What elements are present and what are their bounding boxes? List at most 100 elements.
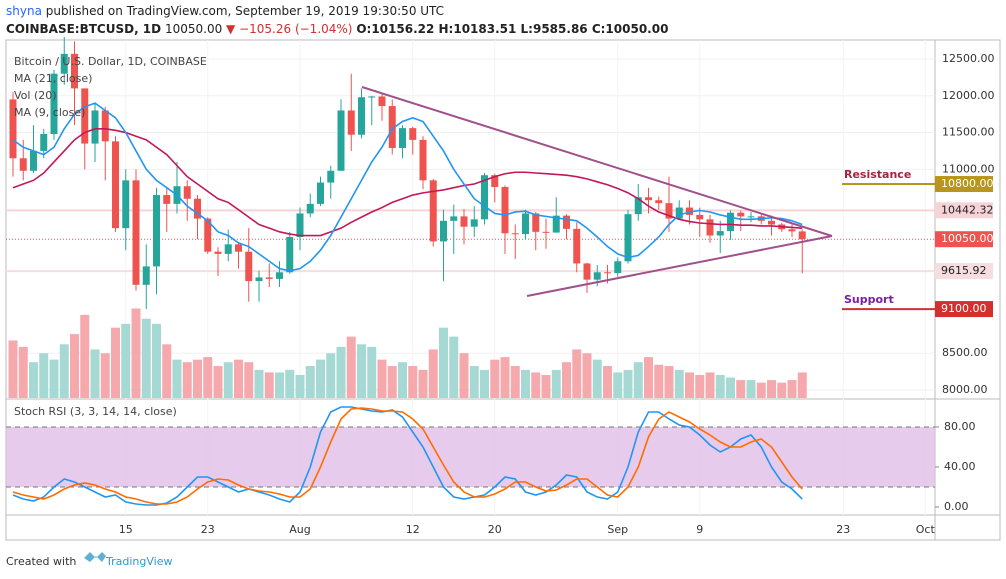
level-annotation: Support xyxy=(844,293,894,306)
candle-body xyxy=(798,231,806,240)
x-tick-label: 23 xyxy=(201,523,215,536)
candle-body xyxy=(317,182,324,204)
legend-entry: MA (9, close) xyxy=(14,106,85,119)
volume-bar xyxy=(521,369,530,398)
volume-bar xyxy=(152,323,161,398)
volume-bar xyxy=(726,377,735,398)
symbol-line: COINBASE:BTCUSD, 1D 10050.00 ▼ −105.26 (… xyxy=(6,22,668,36)
candle-body xyxy=(737,212,745,217)
candle-body xyxy=(235,244,242,252)
volume-bar xyxy=(439,327,448,398)
candle-body xyxy=(706,219,714,236)
footer-brand[interactable]: TradingView xyxy=(105,555,172,568)
candle-body xyxy=(214,251,222,254)
volume-bar xyxy=(736,380,746,398)
volume-bar xyxy=(408,366,418,398)
volume-bar xyxy=(162,344,172,398)
price-badge xyxy=(935,301,993,318)
candle-body xyxy=(593,272,601,280)
level-annotation: Resistance xyxy=(844,168,911,181)
candle-body xyxy=(30,150,37,171)
volume-bar xyxy=(326,353,336,398)
y-tick-label: 11000.00 xyxy=(942,162,995,175)
candle-body xyxy=(727,212,734,232)
volume-bar xyxy=(469,366,479,398)
volume-bar xyxy=(367,346,377,398)
volume-bar xyxy=(654,364,664,398)
x-tick-label: Aug xyxy=(289,523,310,536)
candle-body xyxy=(604,272,611,274)
author[interactable]: shyna xyxy=(6,4,42,18)
volume-bar xyxy=(131,308,141,398)
volume-bar xyxy=(111,327,120,398)
volume-bar xyxy=(746,380,756,398)
x-tick-label: 23 xyxy=(836,523,850,536)
candle-body xyxy=(399,128,406,148)
label-layer: 12500.00 12000.00 11500.00 11000.00 8500.00 8… xyxy=(119,52,995,536)
data-layer xyxy=(9,36,935,506)
candle-body xyxy=(481,175,488,220)
candle-body xyxy=(286,236,294,273)
candle-body xyxy=(50,73,58,135)
candle-body xyxy=(768,220,775,225)
candle-body xyxy=(40,134,48,151)
volume-bar xyxy=(254,369,264,398)
volume-bar xyxy=(346,336,356,398)
volume-bar xyxy=(623,369,633,398)
candle-body xyxy=(655,200,663,204)
volume-bar xyxy=(500,357,510,398)
candle-body xyxy=(204,218,212,252)
candle-body xyxy=(419,139,427,181)
volume-bar xyxy=(213,366,223,398)
candle-body xyxy=(245,251,253,282)
price-badge xyxy=(935,202,993,219)
candle-body xyxy=(450,216,458,221)
candle-body xyxy=(573,228,581,264)
y-tick-label: 12500.00 xyxy=(942,52,995,65)
ohlc: O:10156.22 H:10183.51 L:9585.86 C:10050.… xyxy=(356,22,669,36)
volume-bar xyxy=(603,366,612,398)
volume-bar xyxy=(39,353,49,398)
volume-bar xyxy=(459,353,469,398)
volume-bar xyxy=(644,357,653,398)
volume-bar xyxy=(100,353,110,398)
volume-bar xyxy=(664,366,674,398)
candle-body xyxy=(429,180,437,242)
legend-entry: MA (21, close) xyxy=(14,72,92,85)
x-tick-label: 12 xyxy=(406,523,420,536)
candle-body xyxy=(327,170,335,183)
candle-body xyxy=(60,53,68,74)
candle-body xyxy=(563,215,570,229)
volume-bar xyxy=(797,372,807,398)
symbol: COINBASE:BTCUSD, 1D xyxy=(6,22,162,36)
volume-bar xyxy=(705,372,715,398)
volume-bar xyxy=(59,344,69,398)
candle-body xyxy=(532,213,540,232)
candle-body xyxy=(255,277,263,282)
candle-body xyxy=(9,99,17,159)
volume-bar xyxy=(490,359,500,398)
volume-bar xyxy=(275,372,284,398)
y-tick-label: 12000.00 xyxy=(942,89,995,102)
volume-bar xyxy=(223,362,233,398)
volume-bar xyxy=(767,380,776,398)
volume-bar xyxy=(121,323,131,398)
candle-body xyxy=(112,141,119,229)
volume-bar xyxy=(387,366,397,398)
candle-body xyxy=(378,96,386,107)
candle-body xyxy=(634,197,642,215)
candle-body xyxy=(306,203,314,214)
x-tick-label: 20 xyxy=(488,523,502,536)
candle-body xyxy=(296,213,304,237)
volume-bar xyxy=(70,334,79,398)
stoch-band xyxy=(6,427,935,487)
footer-text: Created with xyxy=(6,555,76,568)
volume-bar xyxy=(572,349,582,398)
candle-body xyxy=(276,272,283,279)
volume-bar xyxy=(613,372,623,398)
y-tick-label: 0.00 xyxy=(944,500,969,513)
frame xyxy=(5,39,1001,541)
y-tick-label: 8000.00 xyxy=(942,383,988,396)
candle-body xyxy=(614,261,622,274)
